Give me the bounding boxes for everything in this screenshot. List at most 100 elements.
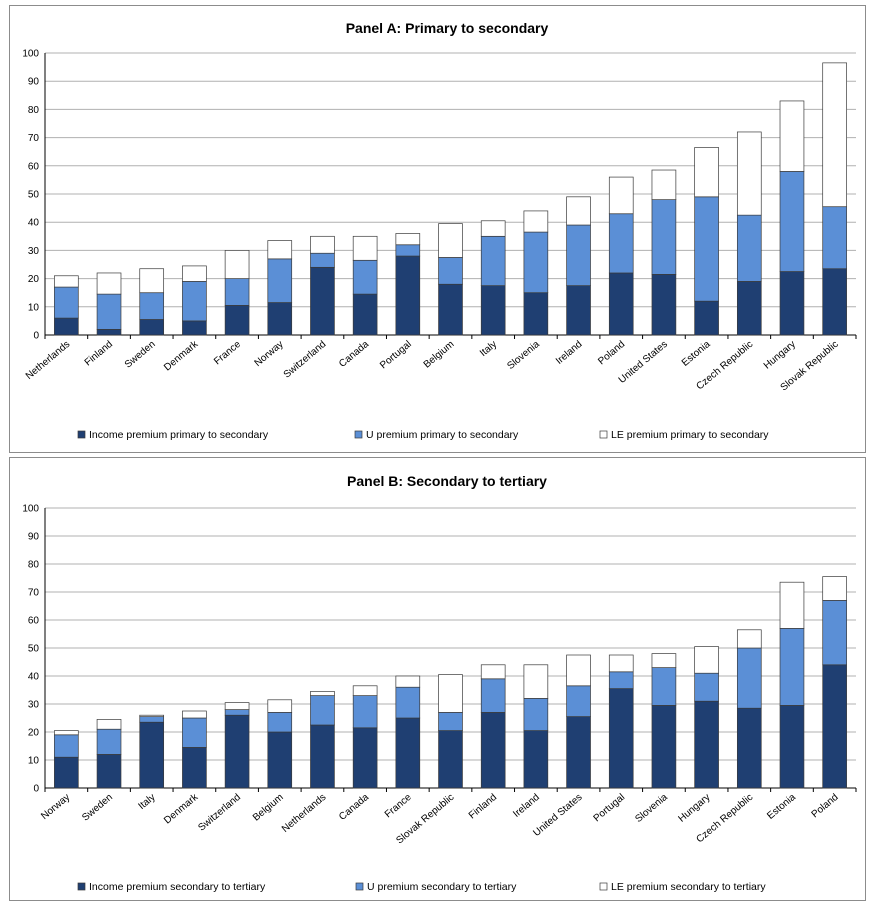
bar-le-9 [438, 223, 463, 258]
x-category-label: France [212, 339, 243, 368]
y-tick-label: 30 [28, 700, 40, 711]
legend: Income premium secondary to tertiary U pr… [77, 881, 766, 893]
bar-le-12 [566, 196, 591, 226]
chart-title: Panel A: Primary to secondary [346, 20, 549, 36]
x-category-label: Sweden [123, 339, 158, 371]
bar-le-17 [779, 581, 805, 629]
bar-le-6 [310, 235, 335, 254]
bar-u-0 [54, 734, 79, 758]
x-category-label: Italy [478, 339, 499, 359]
bar-u-9 [438, 712, 463, 731]
bar-u-18 [822, 600, 847, 666]
bar-income-8 [395, 255, 421, 336]
y-tick-label: 100 [22, 504, 39, 515]
y-tick-label: 40 [28, 672, 40, 683]
bar-income-2 [139, 319, 165, 336]
y-tick-label: 50 [28, 190, 40, 201]
y-tick-label: 50 [28, 644, 40, 655]
bar-income-11 [523, 292, 549, 336]
y-tick-label: 10 [28, 302, 40, 313]
x-category-label: Hungary [762, 339, 798, 372]
y-tick-label: 80 [28, 105, 40, 116]
x-category-label: Ireland [511, 792, 541, 820]
bar-u-4 [224, 709, 250, 716]
bar-le-16 [736, 131, 762, 216]
bar-income-15 [694, 300, 719, 336]
bar-u-5 [267, 712, 293, 733]
bar-u-1 [96, 728, 122, 755]
x-category-label: Switzerland [282, 339, 329, 381]
bar-u-14 [651, 199, 677, 275]
bar-u-18 [822, 206, 847, 270]
bar-le-2 [139, 268, 165, 294]
panel-b-chart: Panel B: Secondary to tertiary 0 10 20 30 40 5… [9, 457, 866, 901]
bar-le-3 [182, 265, 207, 282]
legend-swatch-income [77, 882, 86, 891]
bar-income-0 [54, 756, 79, 789]
bar-le-9 [438, 674, 463, 713]
bar-u-17 [779, 628, 805, 706]
bar-le-15 [694, 646, 719, 674]
panel-a-svg: Panel A: Primary to secondary 0 10 20 30 40 50… [22, 20, 857, 441]
y-tick-label: 60 [28, 161, 40, 172]
bar-income-2 [139, 721, 165, 789]
bar-income-18 [822, 664, 847, 789]
bar-le-7 [352, 685, 378, 696]
bar-le-14 [651, 653, 677, 668]
bar-income-15 [694, 700, 719, 789]
x-category-label: Poland [810, 792, 841, 820]
bar-income-11 [523, 730, 549, 789]
x-category-label: Hungary [676, 792, 712, 825]
bar-u-14 [651, 667, 677, 706]
bar-income-16 [736, 707, 762, 789]
bar-income-4 [224, 714, 250, 789]
bar-income-1 [96, 754, 122, 789]
y-tick-label: 90 [28, 77, 40, 88]
bar-le-13 [608, 176, 634, 215]
bar-income-12 [566, 716, 591, 789]
bar-u-4 [224, 278, 250, 306]
bar-income-13 [608, 688, 634, 789]
x-category-label: Netherlands [24, 339, 72, 382]
bar-u-12 [566, 685, 591, 717]
bar-u-10 [480, 235, 506, 287]
x-category-label: Estonia [680, 339, 713, 369]
bar-le-0 [54, 730, 79, 736]
y-tick-label: 20 [28, 728, 40, 739]
y-tick-label: 90 [28, 532, 40, 543]
legend-swatch-income [77, 430, 86, 439]
bar-u-2 [139, 292, 165, 320]
bar-le-16 [736, 629, 762, 649]
x-category-label: Finland [467, 792, 499, 822]
x-category-label: Sweden [80, 792, 115, 824]
bar-income-18 [822, 268, 847, 336]
legend: Income premium primary to secondary U pre… [77, 429, 769, 441]
bar-le-0 [54, 275, 79, 288]
x-category-label: Denmark [162, 791, 201, 826]
bar-u-7 [352, 695, 378, 729]
bar-income-8 [395, 717, 421, 789]
bar-income-3 [182, 320, 207, 336]
legend-label-u: U premium primary to secondary [366, 429, 519, 441]
bar-income-17 [779, 271, 805, 336]
bar-u-8 [395, 686, 421, 719]
bar-income-13 [608, 272, 634, 336]
x-category-label: Switzerland [196, 792, 243, 834]
x-category-label: Norway [253, 339, 286, 369]
x-category-label: Portugal [378, 339, 414, 371]
bar-income-5 [267, 731, 293, 789]
x-category-label: Belgium [422, 339, 457, 371]
y-tick-label: 80 [28, 560, 40, 571]
bar-u-11 [523, 231, 549, 294]
x-category-label: Slovenia [633, 792, 670, 825]
bar-u-12 [566, 224, 591, 287]
bar-le-2 [139, 714, 165, 717]
x-category-label: Canada [337, 339, 371, 370]
bar-income-10 [480, 712, 506, 789]
legend-label-income: Income premium secondary to tertiary [89, 881, 266, 893]
y-tick-label: 70 [28, 588, 40, 599]
bar-le-11 [523, 210, 549, 233]
bar-income-0 [54, 317, 79, 336]
bar-le-1 [96, 272, 122, 295]
bar-income-14 [651, 705, 677, 789]
